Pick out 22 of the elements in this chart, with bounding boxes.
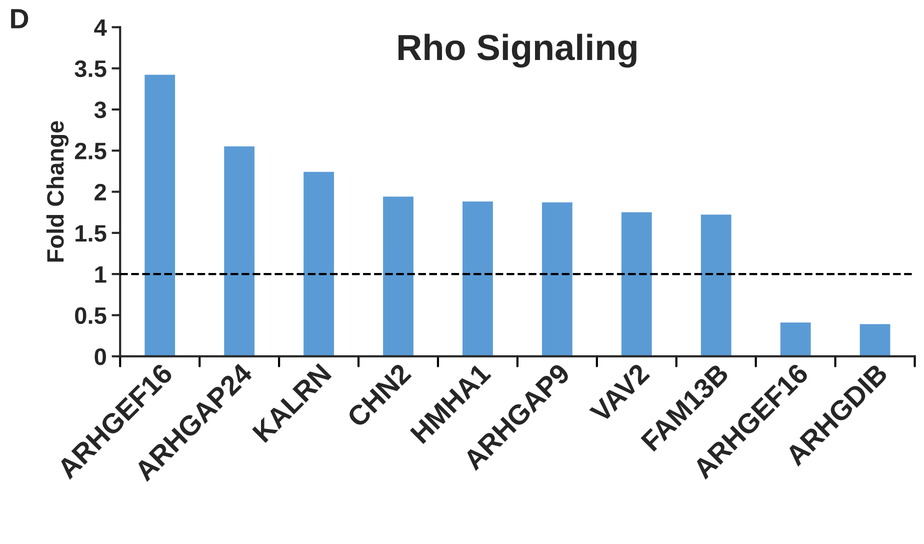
bar: [461, 200, 494, 356]
bar: [858, 322, 892, 356]
bar: [302, 170, 336, 356]
y-tick-label: 0.5: [75, 307, 106, 324]
text: D: [11, 9, 28, 28]
y-tick-label: 4: [94, 20, 107, 36]
bar: [778, 321, 812, 356]
bar: [222, 144, 256, 356]
y-axis-title: Fold Change: [46, 121, 69, 262]
bar: [700, 213, 733, 356]
y-tick-label: 0: [94, 348, 106, 366]
y-tick-label: 1.5: [76, 225, 106, 242]
y-tick-label: 1: [95, 266, 106, 283]
y-tick-label: 3.5: [74, 60, 106, 78]
y-tick-label: 2: [94, 184, 106, 200]
bar: [540, 200, 574, 356]
y-tick-label: 3: [94, 102, 106, 118]
y-tick-label: 2.5: [74, 142, 106, 160]
chart-title: Rho Signaling: [398, 34, 636, 68]
bar: [143, 73, 176, 356]
bar: [382, 195, 415, 356]
bar: [620, 210, 654, 356]
